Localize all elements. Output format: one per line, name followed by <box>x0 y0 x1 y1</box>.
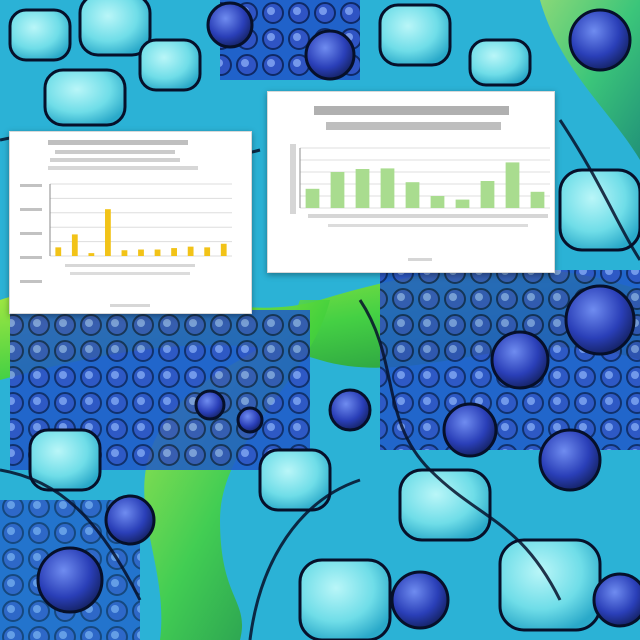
right-bar-7 <box>455 199 470 208</box>
left-bar-3 <box>88 253 95 256</box>
left-x-tick-blur <box>65 264 195 307</box>
left-bar-9 <box>187 246 194 256</box>
right-bar-9 <box>505 162 520 208</box>
left-chart-title-blur <box>48 140 198 170</box>
right-bar-2 <box>330 172 345 208</box>
left-bar-6 <box>138 249 144 256</box>
left-bar-4 <box>105 209 111 256</box>
right-bar-1 <box>305 188 320 208</box>
right-chart-card <box>267 91 555 273</box>
right-x-tick-blur <box>308 214 548 261</box>
left-bar-8 <box>171 248 177 256</box>
left-bar-chart <box>20 140 232 307</box>
right-bar-3 <box>355 169 370 208</box>
left-plot-area <box>49 183 232 257</box>
right-bar-6 <box>430 196 445 208</box>
right-bar-10 <box>530 191 545 208</box>
left-bar-7 <box>154 249 161 256</box>
right-bar-4 <box>380 168 395 208</box>
left-chart-card <box>9 131 252 314</box>
left-y-tick-blur <box>20 184 42 283</box>
right-chart-title-blur <box>314 106 509 130</box>
left-bar-1 <box>55 247 62 256</box>
right-plot-area <box>299 147 550 209</box>
left-bar-10 <box>204 247 211 256</box>
right-bar-chart <box>290 106 550 261</box>
left-bar-5 <box>121 250 128 256</box>
right-bar-8 <box>480 181 495 208</box>
left-bar-2 <box>71 234 78 256</box>
right-bar-5 <box>405 182 420 208</box>
right-y-axis-label-blur <box>290 144 296 214</box>
left-bar-11 <box>220 243 227 256</box>
